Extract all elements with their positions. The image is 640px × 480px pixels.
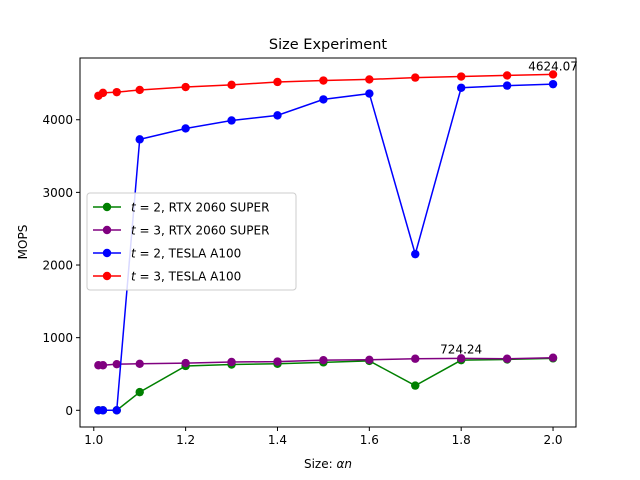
y-axis-label: MOPS (16, 225, 30, 260)
data-point (181, 124, 190, 133)
data-point (227, 116, 236, 125)
data-point (227, 80, 236, 90)
annotation-label: 724.24 (440, 343, 482, 357)
data-point (456, 354, 466, 363)
data-point (456, 72, 466, 81)
data-point (548, 353, 558, 362)
x-tick-label: 1.4 (268, 433, 287, 447)
data-point (135, 85, 144, 95)
series-1 (94, 353, 558, 370)
legend-label-rest: = 3, TESLA A100 (136, 270, 242, 284)
data-point (273, 111, 282, 120)
legend-item: t = 3, RTX 2060 SUPER (93, 224, 269, 238)
data-point (227, 357, 236, 367)
legend-label-rest: = 2, TESLA A100 (136, 247, 242, 261)
data-point (365, 89, 374, 98)
data-point (548, 70, 558, 79)
legend-label-var: t (131, 224, 137, 238)
y-tick-label: 0 (65, 404, 73, 418)
legend-label: t = 2, RTX 2060 SUPER (131, 201, 269, 215)
data-point (319, 95, 328, 104)
data-point (273, 77, 282, 87)
y-tick-label: 4000 (42, 113, 73, 127)
y-tick-label: 2000 (42, 259, 73, 273)
legend-marker (102, 225, 112, 235)
legend-label: t = 2, TESLA A100 (131, 247, 241, 261)
data-point (502, 354, 512, 363)
legend-label: t = 3, RTX 2060 SUPER (131, 224, 269, 238)
data-point (548, 79, 558, 89)
x-tick-label: 1.2 (176, 433, 195, 447)
plot-area (94, 70, 558, 415)
legend-label-var: t (131, 270, 137, 284)
data-point (112, 406, 121, 415)
x-tick-label: 1.0 (84, 433, 103, 447)
legend-marker (102, 248, 112, 258)
chart-title: Size Experiment (269, 37, 387, 53)
data-point (135, 359, 144, 369)
x-axis-label-var: αn (336, 457, 352, 471)
legend-marker (102, 202, 112, 212)
x-tick-label: 1.8 (452, 433, 471, 447)
data-point (98, 406, 108, 415)
legend-label-rest: = 3, RTX 2060 SUPER (136, 224, 270, 238)
data-point (135, 387, 144, 397)
x-tick-label: 1.6 (360, 433, 379, 447)
data-point (273, 357, 282, 366)
legend-label: t = 3, TESLA A100 (131, 270, 241, 284)
data-point (411, 354, 420, 363)
legend-item: t = 2, TESLA A100 (93, 247, 241, 261)
data-point (112, 359, 121, 369)
legend-marker (102, 271, 112, 281)
data-point (411, 249, 420, 259)
series-2 (94, 79, 558, 415)
data-point (98, 361, 108, 370)
legend-item: t = 3, TESLA A100 (93, 270, 241, 284)
data-point (181, 82, 190, 92)
y-axis-ticks: 0 1000 2000 3000 4000 (42, 113, 80, 418)
legend-label-var: t (131, 247, 137, 261)
data-point (98, 88, 108, 98)
legend-label-var: t (131, 201, 137, 215)
annotation-label: 4624.07 (528, 59, 578, 73)
data-point (365, 75, 374, 84)
data-point (319, 76, 328, 85)
data-point (456, 83, 466, 92)
x-tick-label: 2.0 (543, 433, 562, 447)
data-point (411, 73, 420, 82)
x-axis-label-prefix: Size: (304, 457, 337, 471)
data-point (411, 381, 420, 390)
series-3 (94, 70, 558, 100)
data-point (365, 355, 374, 365)
data-point (502, 81, 512, 90)
data-point (112, 87, 121, 97)
legend-label-rest: = 2, RTX 2060 SUPER (136, 201, 270, 215)
x-axis-ticks: 1.0 1.2 1.4 1.6 1.8 2.0 (84, 427, 563, 447)
y-tick-label: 3000 (42, 186, 73, 200)
data-point (181, 358, 190, 368)
data-point (319, 355, 328, 365)
x-axis-label: Size: αn (304, 457, 352, 471)
data-point (502, 71, 512, 80)
legend-box (86, 192, 297, 291)
y-tick-label: 1000 (42, 331, 73, 345)
data-point (135, 135, 144, 144)
annotations: 4624.07 724.24 (440, 59, 578, 356)
axes-frame (79, 57, 577, 428)
legend-item: t = 2, RTX 2060 SUPER (93, 201, 269, 215)
